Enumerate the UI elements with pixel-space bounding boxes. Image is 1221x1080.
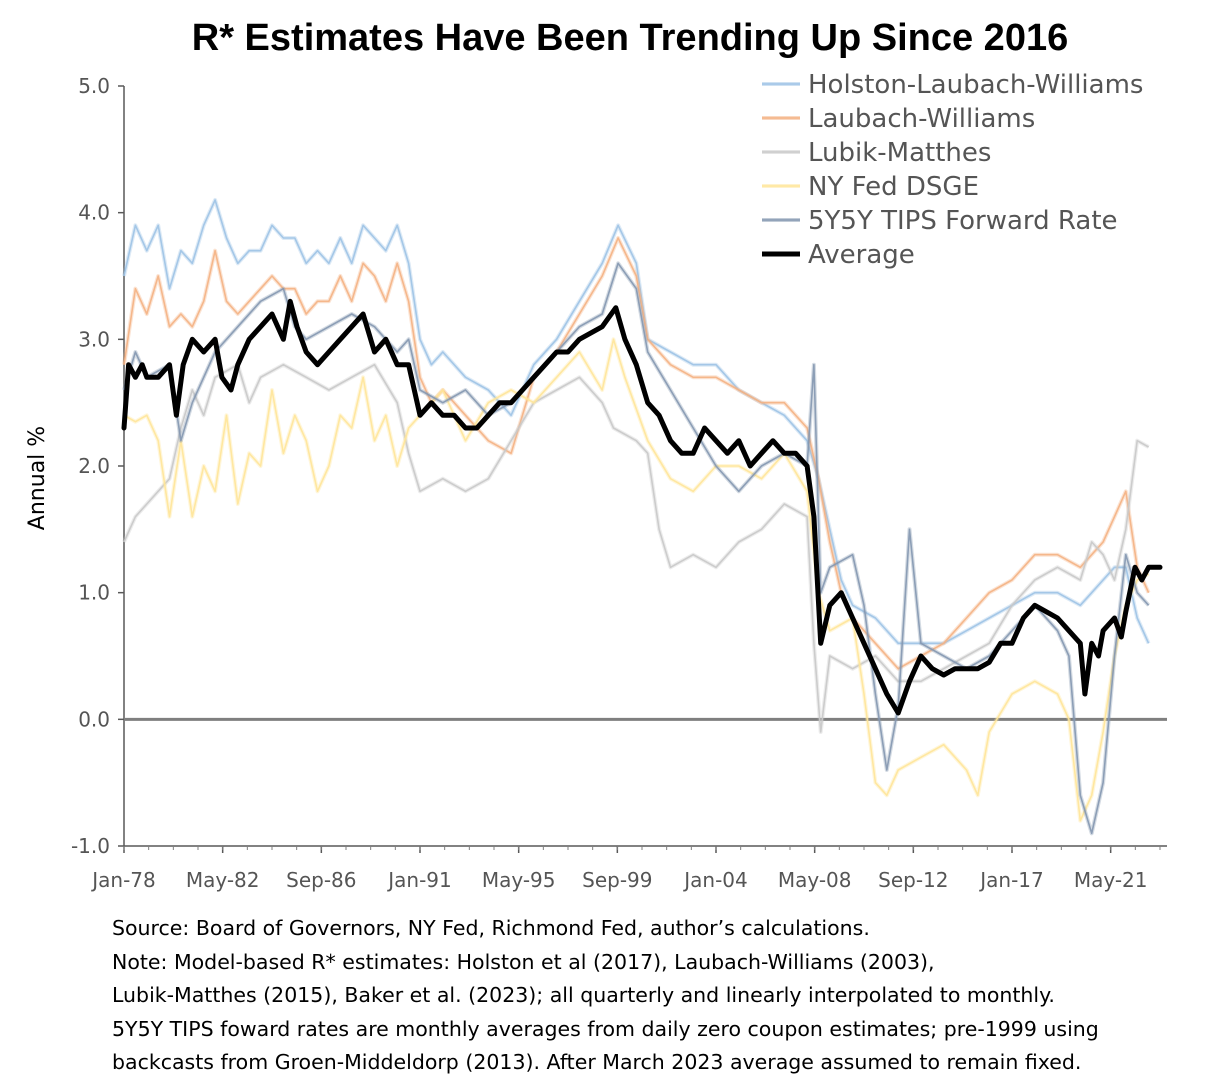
note-line-2: Note: Model-based R* estimates: Holston … <box>112 949 935 974</box>
legend-label-holston-laubach-williams: Holston-Laubach-Williams <box>808 70 1143 100</box>
series-5y5y-tips-forward-rate-line <box>123 262 1150 835</box>
y-axis-label: Annual % <box>25 426 50 530</box>
series-ny-fed-dsge-halo <box>123 337 1150 823</box>
y-tick-label: 2.0 <box>78 454 110 478</box>
y-tick-label: -1.0 <box>71 834 110 858</box>
y-tick-label: 1.0 <box>78 581 110 605</box>
y-tick-label: 0.0 <box>78 707 110 731</box>
note-line-3: Lubik-Matthes (2015), Baker et al. (2023… <box>112 983 1055 1008</box>
legend-label-5y5y-tips-forward-rate: 5Y5Y TIPS Forward Rate <box>808 206 1118 236</box>
x-tick-label: Jan-04 <box>682 868 748 892</box>
x-tick-label: Jan-17 <box>978 868 1044 892</box>
source-notes: Source: Board of Governors, NY Fed, Rich… <box>112 912 1212 1080</box>
series-laubach-williams-halo <box>122 236 1151 671</box>
x-tick-label: May-95 <box>482 868 556 892</box>
series-average-line <box>121 298 1163 716</box>
series-laubach-williams-line <box>123 237 1150 670</box>
x-tick-label: May-08 <box>778 868 852 892</box>
series-ny-fed-dsge-line <box>123 338 1149 822</box>
note-line-4: 5Y5Y TIPS foward rates are monthly avera… <box>112 1016 1099 1041</box>
legend: Holston-Laubach-Williams Laubach-Williams… <box>762 70 1143 270</box>
chart-title: R* Estimates Have Been Trending Up Since… <box>192 17 1068 59</box>
legend-label-ny-fed-dsge: NY Fed DSGE <box>808 172 979 202</box>
series-holston-laubach-williams-line <box>123 199 1150 645</box>
x-tick-label: Sep-12 <box>878 868 948 892</box>
y-tick-label: 3.0 <box>78 327 110 351</box>
legend-label-average: Average <box>808 240 915 270</box>
note-line-5: backcasts from Groen-Middeldorp (2013). … <box>112 1050 1082 1075</box>
axes: -1.0 0.0 1.0 2.0 3.0 4.0 5.0 Jan-78 May-82 Sep-86… <box>71 74 1167 892</box>
x-tick-label: Sep-86 <box>286 868 356 892</box>
y-tick-label: 5.0 <box>78 74 110 98</box>
legend-label-laubach-williams: Laubach-Williams <box>808 104 1035 134</box>
x-tick-label: May-21 <box>1074 868 1148 892</box>
note-source: Source: Board of Governors, NY Fed, Rich… <box>112 916 870 940</box>
legend-label-lubik-matthes: Lubik-Matthes <box>808 138 991 168</box>
y-tick-label: 4.0 <box>78 201 110 225</box>
series-5y5y-tips-forward-rate-halo <box>122 261 1151 836</box>
line-chart: R* Estimates Have Been Trending Up Since… <box>25 17 1167 892</box>
series-lubik-matthes-line <box>123 363 1149 733</box>
x-tick-label: Sep-99 <box>582 868 652 892</box>
x-tick-label: Jan-78 <box>90 868 156 892</box>
series-layer <box>121 198 1163 836</box>
x-tick-label: May-82 <box>186 868 260 892</box>
x-tick-label: Jan-91 <box>386 868 452 892</box>
